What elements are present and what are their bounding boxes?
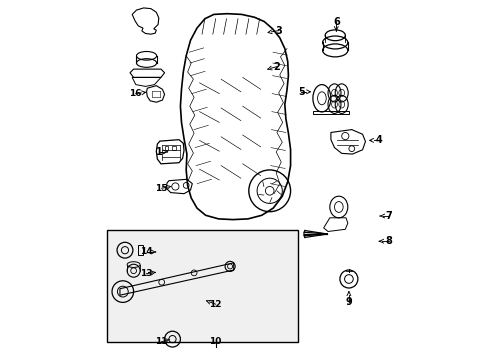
Text: 5: 5 [297,87,304,97]
Text: 16: 16 [129,89,142,98]
Text: 15: 15 [155,184,167,193]
Bar [164,146,168,150]
Text: 2: 2 [273,62,280,72]
Text: 8: 8 [384,236,391,246]
Text: 9: 9 [345,297,351,307]
Bar [172,146,176,150]
Text: 7: 7 [385,211,391,221]
Text: 14: 14 [140,247,153,256]
Text: 12: 12 [209,300,222,309]
Text: 3: 3 [275,26,282,36]
Text: 1: 1 [155,147,162,157]
Bar [107,230,297,342]
Text: 4: 4 [375,135,382,145]
Text: 13: 13 [140,269,153,278]
Text: 11: 11 [154,338,167,346]
Text: 6: 6 [332,17,339,27]
Text: 10: 10 [209,338,222,346]
Bar [138,245,142,255]
